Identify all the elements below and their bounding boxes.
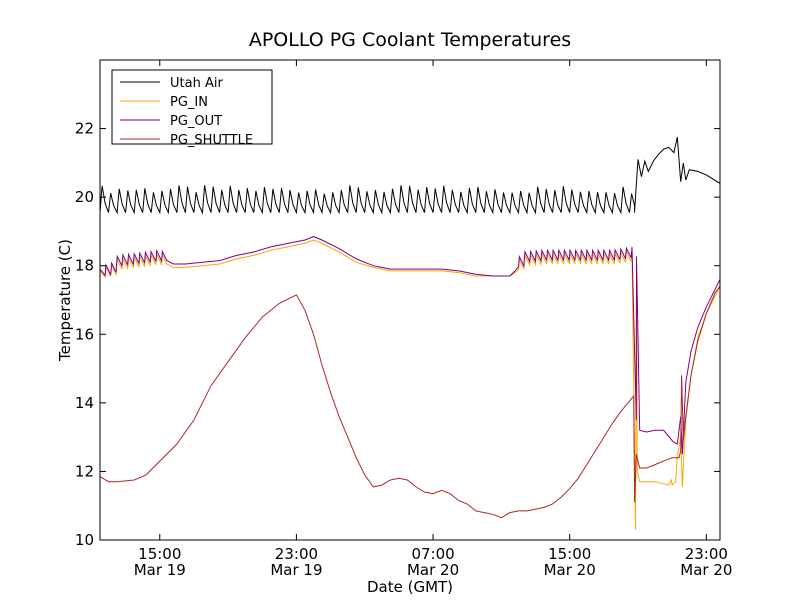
legend: Utah Air PG_IN PG_OUT PG_SHUTTLE: [111, 69, 273, 148]
series-line-pg-in: [100, 239, 720, 530]
x-tick-label-time: 23:00: [275, 545, 318, 563]
y-tick-label: 10: [75, 531, 94, 549]
y-tick-label: 12: [75, 462, 94, 480]
x-tick-label-time: 15:00: [138, 545, 181, 563]
x-axis-label: Date (GMT): [367, 578, 453, 596]
y-tick-label: 20: [75, 188, 94, 206]
x-tick-label-time: 15:00: [548, 545, 591, 563]
legend-label: PG_IN: [170, 95, 208, 110]
y-tick-label: 22: [75, 120, 94, 138]
x-tick-label-date: Mar 19: [270, 561, 322, 579]
plot-frame: [99, 59, 721, 541]
x-tick-label-time: 07:00: [411, 545, 454, 563]
x-tick-label-date: Mar 20: [680, 561, 732, 579]
y-axis-label: Temperature (C): [56, 239, 74, 362]
y-tick-label: 18: [75, 257, 94, 275]
legend-label: Utah Air: [170, 76, 223, 91]
series-line-utah-air: [100, 136, 720, 215]
x-tick-label-date: Mar 19: [134, 561, 186, 579]
legend-label: PG_OUT: [170, 114, 222, 129]
y-tick-label: 14: [75, 394, 94, 412]
y-tick-label: 16: [75, 325, 94, 343]
chart-title: APOLLO PG Coolant Temperatures: [249, 29, 571, 51]
x-tick-label-date: Mar 20: [544, 561, 596, 579]
series-line-pg-shuttle: [100, 286, 720, 519]
x-tick-label-time: 23:00: [685, 545, 728, 563]
x-tick-label-date: Mar 20: [407, 561, 459, 579]
series-line-pg-out: [100, 236, 720, 455]
legend-label: PG_SHUTTLE: [170, 133, 253, 148]
